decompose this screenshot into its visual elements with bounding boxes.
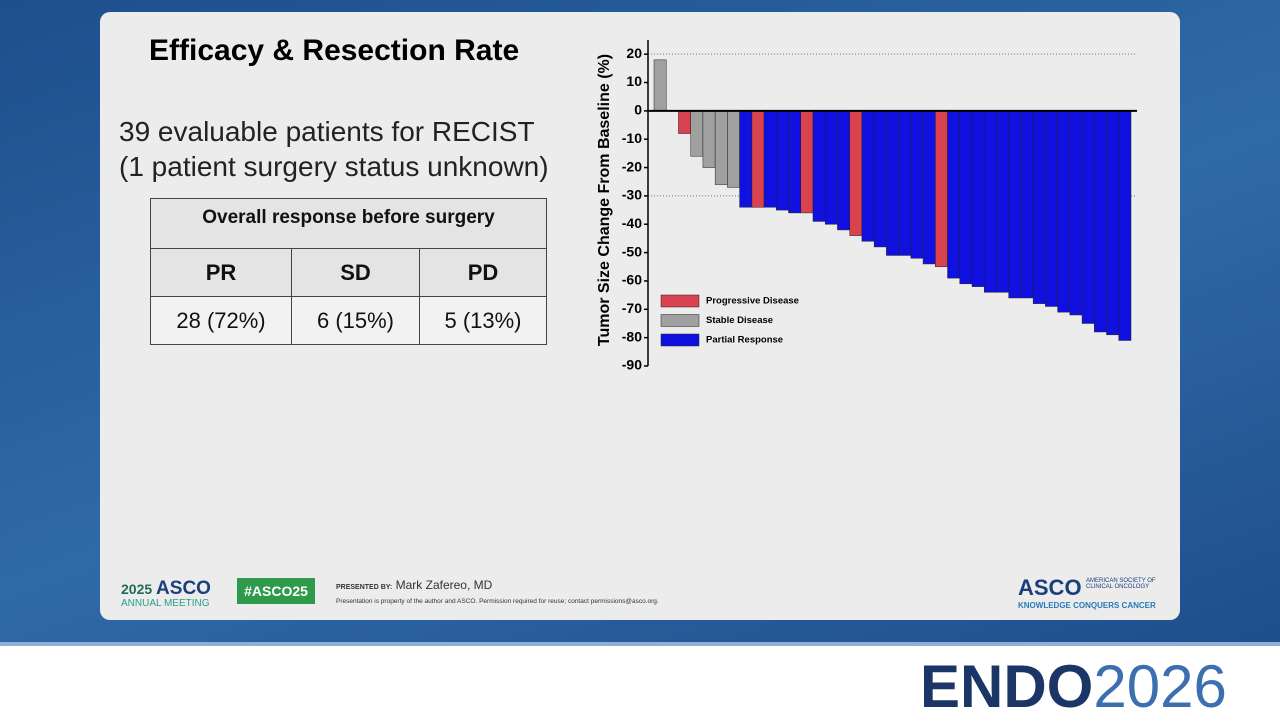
- chart: Tumor Size Change From Baseline (%) 20 10…: [596, 40, 1137, 373]
- notice: Presentation is property of the author a…: [336, 598, 659, 605]
- bar: [947, 110, 961, 279]
- y-tick-label: 10: [626, 73, 642, 89]
- bar: [935, 110, 948, 268]
- legend-swatch: [660, 333, 700, 347]
- bar: [1008, 110, 1022, 299]
- brand-band: ENDO2026: [0, 642, 1280, 724]
- bar: [1106, 110, 1120, 336]
- meeting-year: 2025: [121, 581, 153, 597]
- y-tick-label: 20: [626, 45, 642, 61]
- bar: [983, 110, 997, 293]
- bar: [776, 110, 789, 211]
- bar: [1045, 110, 1058, 307]
- bar: [727, 110, 740, 188]
- table-header: SD: [291, 248, 420, 297]
- bar: [996, 110, 1009, 293]
- brand-logo: ENDO2026: [920, 652, 1227, 721]
- slide-text: 39 evaluable patients for RECIST (1 pati…: [119, 114, 549, 184]
- meeting-org: ASCO: [156, 578, 211, 599]
- bar: [824, 110, 838, 225]
- legend-swatch: [660, 294, 700, 308]
- presenter: Mark Zafereo, MD: [395, 578, 493, 592]
- bar: [751, 110, 765, 208]
- text-line: (1 patient surgery status unknown): [119, 151, 549, 182]
- meeting-sub: ANNUAL MEETING: [121, 598, 210, 609]
- presented-by: PRESENTED BY:: [336, 584, 393, 591]
- bar: [959, 110, 973, 285]
- bar: [898, 110, 912, 256]
- bar: [763, 110, 777, 208]
- bar: [1069, 110, 1083, 316]
- legend-label: Progressive Disease: [706, 296, 799, 307]
- brand: ENDO: [920, 653, 1094, 720]
- y-tick-label: 0: [634, 102, 642, 118]
- bar: [849, 110, 863, 236]
- text-line: 39 evaluable patients for RECIST: [119, 116, 535, 147]
- y-tick-label: -30: [622, 187, 642, 203]
- table-cell: 5 (13%): [419, 296, 547, 345]
- bar: [922, 110, 936, 265]
- bar: [739, 110, 753, 208]
- y-tick-label: -80: [622, 328, 642, 344]
- slide-title: Efficacy & Resection Rate: [149, 34, 520, 67]
- brand-year: 2026: [1093, 653, 1227, 720]
- bar: [1057, 110, 1071, 313]
- bar: [861, 110, 875, 242]
- bar: [873, 110, 887, 248]
- y-tick-label: -20: [622, 158, 642, 174]
- bar: [1020, 110, 1034, 299]
- bar: [702, 110, 716, 168]
- asco-logo: ASCO AMERICAN SOCIETY OF CLINICAL ONCOLO…: [1018, 575, 1166, 610]
- y-tick-label: -40: [622, 215, 642, 231]
- y-tick-label: -60: [622, 272, 642, 288]
- bar: [678, 110, 691, 134]
- bar: [800, 110, 814, 214]
- y-tick-label: -70: [622, 300, 642, 316]
- table-caption: Overall response before surgery: [150, 198, 547, 249]
- legend-swatch: [660, 314, 700, 327]
- presenter-block: PRESENTED BY: Mark Zafereo, MD Presentat…: [336, 578, 659, 605]
- y-tick-label: -50: [622, 243, 642, 259]
- bar: [1081, 110, 1095, 324]
- y-axis-label: Tumor Size Change From Baseline (%): [596, 54, 613, 346]
- table-header: PD: [419, 248, 547, 297]
- bar: [653, 59, 667, 112]
- response-table: Overall response before surgery PR SD PD…: [150, 198, 547, 345]
- bar: [971, 110, 985, 287]
- bar: [714, 110, 728, 185]
- bar: [910, 110, 924, 259]
- bar: [1032, 110, 1046, 304]
- meeting-logo: 2025 ASCO ANNUAL MEETING: [121, 578, 211, 609]
- hashtag: #ASCO25: [237, 578, 315, 604]
- y-tick-label: -10: [622, 130, 642, 146]
- asco-full: AMERICAN SOCIETY OF CLINICAL ONCOLOGY: [1086, 578, 1156, 590]
- table-cell: 6 (15%): [291, 296, 420, 345]
- bar: [1118, 110, 1132, 341]
- table-cell: 28 (72%): [150, 296, 292, 345]
- bar: [837, 110, 850, 231]
- bar: [690, 110, 704, 157]
- bar: [1094, 110, 1107, 333]
- bar: [886, 110, 899, 256]
- legend-label: Stable Disease: [706, 315, 773, 326]
- bar: [788, 110, 802, 214]
- legend-label: Partial Response: [706, 335, 783, 346]
- y-tick-label: -90: [622, 357, 642, 373]
- bar: [812, 110, 826, 222]
- tagline: KNOWLEDGE CONQUERS CANCER: [1018, 601, 1156, 610]
- asco: ASCO: [1018, 575, 1082, 600]
